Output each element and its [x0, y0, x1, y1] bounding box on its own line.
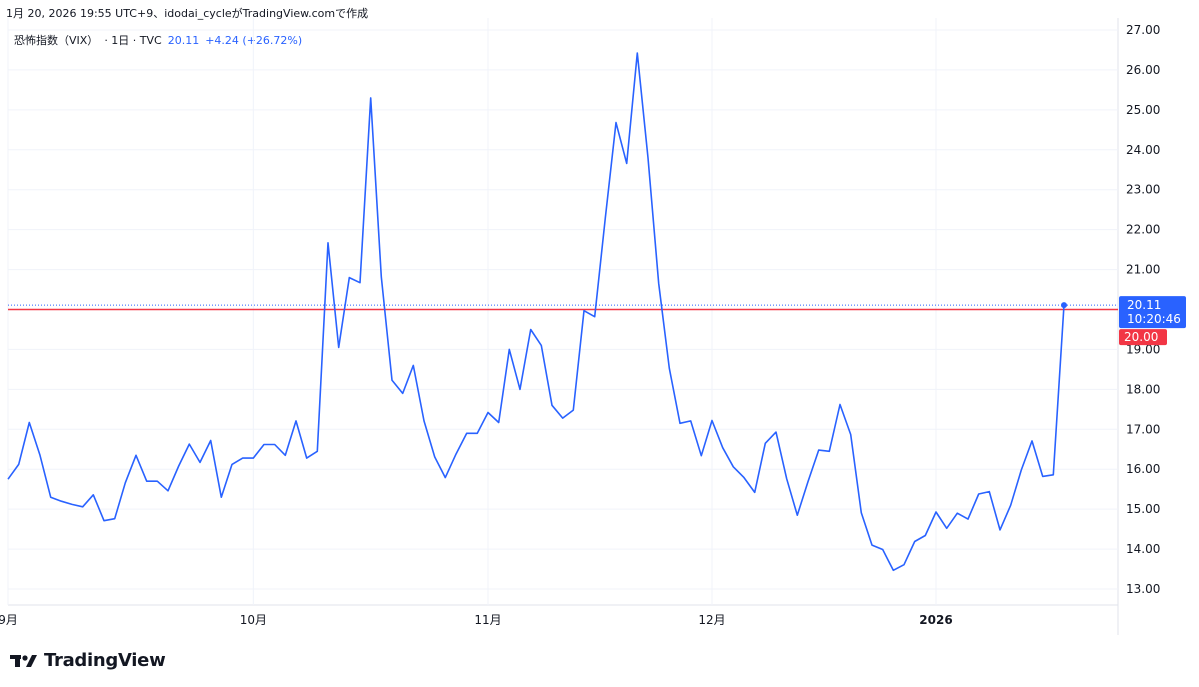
price-badge-countdown: 10:20:46: [1127, 312, 1181, 326]
y-tick-label: 19.00: [1126, 342, 1160, 356]
y-tick-label: 22.00: [1126, 223, 1160, 237]
legend-symbol[interactable]: 恐怖指数（VIX）: [14, 34, 99, 47]
x-tick-label: 2026: [919, 613, 952, 627]
y-tick-label: 14.00: [1126, 542, 1160, 556]
y-tick-label: 17.00: [1126, 422, 1160, 436]
level-badge-value: 20.00: [1124, 330, 1158, 344]
x-tick-label: 12月: [698, 613, 725, 627]
x-axis[interactable]: 9月 10月 11月 12月 2026: [0, 613, 953, 627]
y-tick-label: 26.00: [1126, 63, 1160, 77]
chart-legend[interactable]: 恐怖指数（VIX） · 1日 · TVC 20.11 +4.24 (+26.72…: [14, 32, 302, 48]
y-tick-label: 24.00: [1126, 143, 1160, 157]
tradingview-logo-icon: [10, 654, 37, 667]
y-tick-label: 25.00: [1126, 103, 1160, 117]
tradingview-brand[interactable]: TradingView: [10, 650, 166, 671]
x-tick-label: 9月: [0, 613, 18, 627]
y-tick-label: 21.00: [1126, 263, 1160, 277]
level-badge-bg: [1119, 329, 1167, 346]
y-tick-label: 13.00: [1126, 582, 1160, 596]
series-group: [7, 52, 1067, 572]
y-tick-label: 15.00: [1126, 502, 1160, 516]
brand-name: TradingView: [44, 650, 166, 671]
last-point-marker: [1061, 302, 1067, 309]
price-badge-value: 20.11: [1127, 298, 1161, 312]
vix-series-line: [7, 52, 1065, 572]
x-tick-label: 10月: [240, 613, 267, 627]
x-tick-label: 11月: [474, 613, 501, 627]
price-badge-bg: [1119, 296, 1186, 329]
y-tick-label: 18.00: [1126, 382, 1160, 396]
legend-meta: · 1日 · TVC: [104, 34, 162, 47]
y-tick-label: 16.00: [1126, 462, 1160, 476]
y-tick-label: 23.00: [1126, 183, 1160, 197]
legend-price: 20.11: [167, 34, 200, 47]
y-tick-label: 27.00: [1126, 23, 1160, 37]
chart-caption: 1月 20, 2026 19:55 UTC+9、idodai_cycleがTra…: [6, 7, 369, 20]
level-line-group: [8, 304, 1118, 311]
grid-lines: [7, 18, 1119, 635]
